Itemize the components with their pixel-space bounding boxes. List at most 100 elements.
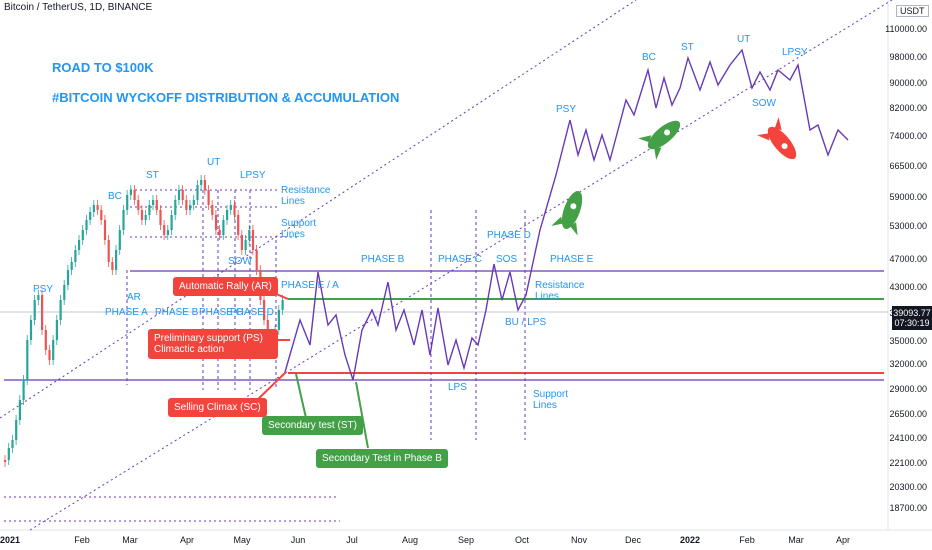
time-axis-label: Mar	[788, 535, 804, 545]
time-axis-label: Aug	[402, 535, 418, 545]
candle-body	[111, 262, 114, 270]
candle-body	[148, 205, 151, 215]
candle-body	[137, 200, 140, 210]
candle-body	[18, 400, 21, 420]
label-phase-e-2: PHASE E	[550, 254, 594, 265]
candle-body	[52, 340, 55, 360]
candle-body	[29, 320, 33, 340]
label-bc-1: BC	[108, 191, 122, 202]
candle-body	[200, 180, 203, 185]
label-phase-b-2: PHASE B	[361, 254, 405, 265]
label-psy-2: PSY	[556, 104, 576, 115]
candle-body	[163, 225, 166, 235]
candle-body	[155, 200, 158, 210]
candle-body	[174, 200, 177, 215]
candle-body	[41, 295, 44, 330]
label-phase-a: PHASE A	[105, 307, 148, 318]
chart-title: Bitcoin / TetherUS, 1D, BINANCE	[4, 2, 153, 13]
candle-body	[263, 300, 266, 320]
candle-body	[189, 205, 192, 210]
label-bc-2: BC	[642, 52, 656, 63]
candle-body	[166, 230, 169, 235]
price-axis-label: 66500.00	[889, 161, 927, 171]
candle-body	[92, 205, 95, 212]
label-lps: LPS	[448, 382, 467, 393]
candle-body	[89, 212, 92, 220]
label-support-1: Support Lines	[281, 218, 316, 240]
candle-body	[237, 215, 240, 235]
price-axis-label: 24100.00	[889, 433, 927, 443]
candle-body	[63, 285, 66, 300]
trendline-upper[interactable]	[0, 0, 637, 419]
candle-body	[78, 240, 81, 250]
candle-body	[255, 250, 258, 270]
candle-body	[251, 230, 255, 250]
label-phase-d-2: PHASE D	[487, 230, 531, 241]
label-lpsy-1: LPSY	[240, 170, 266, 181]
candle-body	[107, 240, 110, 262]
time-axis[interactable]: 2021 Feb Mar Apr May Jun Jul Aug Sep Oct Nov Dec 202…	[0, 535, 850, 545]
candle-body	[70, 262, 73, 270]
candle-body	[277, 310, 280, 330]
projection-path[interactable]	[284, 48, 849, 381]
label-phase-e-a: PHASE E / A	[281, 280, 339, 291]
candle-body	[240, 235, 243, 250]
headline-wyckoff: #BITCOIN WYCKOFF DISTRIBUTION & ACCUMULA…	[52, 90, 400, 105]
candle-body	[118, 230, 121, 250]
callout-secondary-test-phase-b[interactable]: Secondary Test in Phase B	[316, 449, 448, 468]
label-ut-2: UT	[737, 34, 750, 45]
callout-secondary-test[interactable]: Secondary test (ST)	[262, 416, 363, 435]
candle-body	[211, 205, 214, 215]
candle-body	[248, 230, 251, 240]
candle-body	[44, 330, 47, 350]
candle-body	[4, 460, 7, 462]
label-sow-2: SOW	[752, 98, 776, 109]
candle-body	[66, 270, 70, 285]
candle-body	[122, 210, 125, 230]
candle-body	[81, 230, 84, 240]
label-st-1: ST	[146, 170, 159, 181]
price-axis-label: 20300.00	[889, 482, 927, 492]
candle-body	[7, 448, 10, 460]
candle-body	[181, 190, 184, 200]
trendline-lower[interactable]	[29, 0, 893, 531]
candle-body	[159, 210, 162, 225]
label-resistance-1: Resistance Lines	[281, 185, 331, 207]
candlesticks[interactable]	[4, 175, 284, 467]
phase-dividers	[126, 190, 526, 440]
callout-selling-climax[interactable]: Selling Climax (SC)	[168, 398, 267, 417]
candle-body	[48, 350, 51, 360]
time-axis-label: Nov	[571, 535, 588, 545]
price-axis-label: 74000.00	[889, 131, 927, 141]
candle-body	[207, 190, 210, 205]
candle-body	[133, 190, 136, 200]
candle-body	[100, 210, 103, 220]
price-axis-label: 110000.00	[885, 24, 927, 34]
currency-badge[interactable]: USDT	[896, 5, 929, 17]
callout-automatic-rally[interactable]: Automatic Rally (AR)	[173, 277, 278, 296]
label-lpsy-2: LPSY	[782, 47, 808, 58]
rocket-icon-up-1	[551, 191, 583, 236]
candle-body	[226, 210, 229, 220]
candle-body	[192, 200, 195, 205]
candle-body	[126, 195, 129, 210]
st-pointer	[295, 373, 307, 419]
label-ut-1: UT	[207, 157, 220, 168]
time-axis-label: Mar	[122, 535, 138, 545]
label-psy-1: PSY	[33, 284, 53, 295]
time-axis-label: Jul	[346, 535, 358, 545]
time-axis-label: 2021	[0, 535, 20, 545]
label-bu-lps: BU / LPS	[505, 317, 546, 328]
price-axis-label: 26500.00	[889, 409, 927, 419]
bar-countdown: 07:30:19	[894, 318, 930, 328]
label-phase-c: PHASE C	[199, 307, 243, 318]
price-axis[interactable]: 110000.00 98000.00 90000.00 82000.00 74000.0…	[885, 24, 927, 513]
callout-preliminary-support[interactable]: Preliminary support (PS) Climactic actio…	[148, 329, 278, 359]
price-axis-label: 98000.00	[889, 52, 927, 62]
label-ar: AR	[127, 292, 141, 303]
rocket-icon-down	[757, 117, 797, 160]
candle-body	[214, 215, 218, 230]
price-axis-label: 32000.00	[889, 359, 927, 369]
candle-body	[244, 240, 247, 250]
